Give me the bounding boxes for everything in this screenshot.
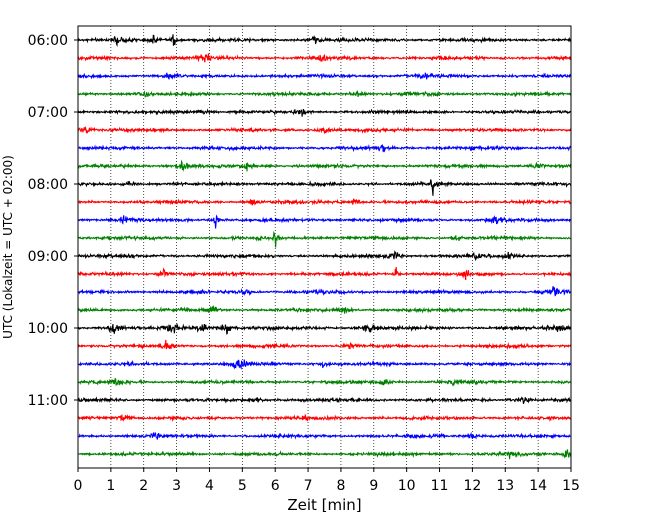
seismogram-trace: [77, 359, 572, 370]
x-tick-label: 3: [172, 478, 181, 494]
y-tick-label: 09:00: [28, 249, 68, 265]
seismogram-trace: [77, 34, 572, 47]
x-tick-label: 14: [529, 478, 547, 494]
y-tick-label: 10:00: [28, 321, 68, 337]
plot-frame: [77, 25, 572, 469]
seismogram-trace: [77, 286, 572, 297]
seismogram-trace: [77, 267, 572, 281]
y-tick-label: 07:00: [28, 105, 68, 121]
x-tick-label: 2: [139, 478, 148, 494]
x-tick-label: 8: [336, 478, 345, 494]
x-tick-label: 12: [463, 478, 481, 494]
seismogram-trace: [77, 377, 572, 387]
seismogram-trace: [77, 89, 572, 98]
seismogram-trace: [77, 108, 572, 117]
seismogram-trace: [77, 125, 572, 134]
seismogram-trace: [77, 198, 572, 206]
seismogram-trace: [77, 339, 572, 351]
x-tick-label: 11: [431, 478, 449, 494]
x-tick-label: 6: [271, 478, 280, 494]
seismogram-trace: [77, 214, 572, 229]
x-tick-label: 13: [496, 478, 514, 494]
y-tick-label: 11:00: [28, 393, 68, 409]
x-tick-label: 9: [369, 478, 378, 494]
x-tick-label: 15: [562, 478, 580, 494]
seismogram-trace: [77, 143, 572, 153]
seismogram-traces: [77, 34, 572, 460]
seismogram-trace: [77, 72, 572, 80]
y-axis-label: UTC (Lokalzeit = UTC + 02:00): [1, 155, 15, 339]
seismogram-trace: [77, 396, 572, 404]
x-tick-label: 4: [205, 478, 214, 494]
seismogram-trace: [77, 413, 572, 422]
seismogram-trace: [77, 449, 572, 460]
seismogram-trace: [77, 230, 572, 248]
seismogram-trace: [77, 322, 572, 335]
seismogram-trace: [77, 53, 572, 63]
x-tick-label: 10: [398, 478, 416, 494]
x-axis-ticks: 0 1 2 3 4 5 6 7 8 9 10 11 12 13 14 15: [74, 468, 580, 494]
seismogram-trace: [77, 431, 572, 440]
y-axis-ticks: 06:00 07:00 08:00 09:00 10:00 11:00: [28, 33, 78, 409]
seismogram-trace: [77, 304, 572, 314]
seismogram-trace: [77, 159, 572, 172]
x-tick-label: 1: [106, 478, 115, 494]
seismogram-trace: [77, 179, 572, 196]
y-tick-label: 06:00: [28, 33, 68, 49]
y-tick-label: 08:00: [28, 177, 68, 193]
x-axis-label: Zeit [min]: [287, 496, 361, 514]
x-tick-label: 7: [304, 478, 313, 494]
x-tick-label: 5: [238, 478, 247, 494]
seismogram-trace: [77, 250, 572, 262]
x-tick-label: 0: [74, 478, 83, 494]
